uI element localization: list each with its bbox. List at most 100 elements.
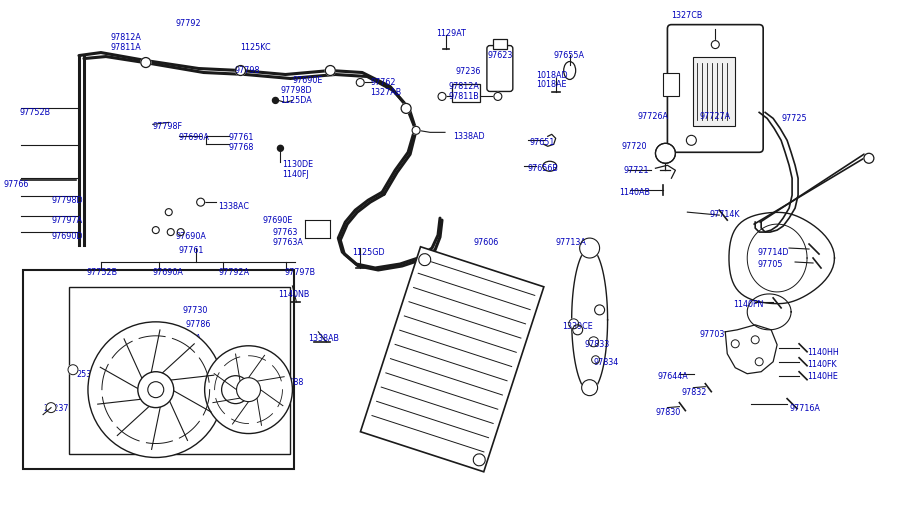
Text: 97768: 97768 [229, 143, 254, 152]
Text: 1129AT: 1129AT [436, 28, 466, 37]
Bar [23, 270, 294, 470]
Text: 97786: 97786 [186, 320, 211, 329]
Circle shape [419, 253, 431, 266]
Circle shape [588, 337, 598, 347]
Circle shape [401, 103, 411, 113]
Circle shape [569, 319, 579, 329]
Text: 97766: 97766 [4, 180, 29, 189]
Text: 97830: 97830 [656, 407, 681, 417]
Circle shape [474, 454, 485, 466]
Text: 1338AC: 1338AC [219, 202, 249, 211]
Circle shape [222, 376, 249, 404]
FancyBboxPatch shape [667, 25, 763, 152]
Text: 97811B: 97811B [448, 92, 479, 102]
Text: 25395: 25395 [152, 412, 179, 421]
Circle shape [205, 346, 292, 434]
Text: 1338AD: 1338AD [453, 132, 484, 141]
Text: 97690A: 97690A [152, 268, 184, 277]
Text: 97832: 97832 [682, 388, 707, 397]
Text: 1125GD: 1125GD [353, 248, 385, 257]
Circle shape [273, 97, 278, 103]
Circle shape [356, 79, 364, 86]
Ellipse shape [563, 62, 576, 80]
Circle shape [152, 227, 160, 233]
Circle shape [581, 379, 597, 396]
Circle shape [68, 365, 78, 375]
Circle shape [167, 229, 174, 236]
Text: 97690A: 97690A [179, 133, 210, 142]
Text: 1327AB: 1327AB [370, 89, 402, 97]
Circle shape [236, 65, 246, 75]
Text: 97656B: 97656B [527, 164, 559, 173]
Text: 1018AE: 1018AE [536, 81, 566, 90]
Text: 97721: 97721 [623, 166, 649, 175]
Text: 1130DE: 1130DE [283, 160, 314, 169]
Circle shape [755, 358, 763, 366]
Text: 97730: 97730 [183, 306, 208, 315]
Circle shape [592, 356, 599, 364]
Text: 97798: 97798 [234, 65, 260, 74]
Circle shape [656, 143, 675, 163]
Text: 1327CB: 1327CB [672, 11, 702, 19]
Text: 97797A: 97797A [51, 216, 83, 225]
Text: 97762: 97762 [370, 79, 396, 87]
Text: 97798D: 97798D [281, 86, 312, 95]
Text: 97812A: 97812A [448, 83, 479, 92]
Circle shape [579, 238, 599, 258]
Text: 1140FN: 1140FN [733, 300, 763, 309]
Text: 1140AB: 1140AB [620, 188, 650, 197]
Text: 1140FJ: 1140FJ [283, 170, 309, 179]
Text: 1140HE: 1140HE [807, 372, 838, 380]
Ellipse shape [543, 161, 557, 171]
Text: 97703: 97703 [700, 330, 725, 339]
Text: 1338AB: 1338AB [309, 334, 339, 343]
Bar [218, 366, 254, 416]
Text: 97716A: 97716A [789, 404, 820, 413]
Circle shape [438, 92, 446, 101]
Circle shape [412, 126, 420, 134]
Text: 97644A: 97644A [658, 372, 688, 380]
Circle shape [711, 41, 719, 48]
Bar [492, 38, 507, 48]
Text: 97811A: 97811A [111, 43, 142, 52]
Circle shape [864, 153, 874, 163]
Text: 97714K: 97714K [710, 210, 740, 219]
Circle shape [572, 325, 583, 335]
Text: 97690A: 97690A [176, 232, 206, 241]
Circle shape [141, 57, 151, 67]
Text: 97752B: 97752B [19, 109, 50, 118]
Text: 97727A: 97727A [700, 112, 730, 121]
Text: 97705: 97705 [757, 260, 783, 269]
FancyBboxPatch shape [487, 45, 513, 92]
Circle shape [88, 322, 223, 457]
Circle shape [751, 336, 759, 344]
Text: 1140NB: 1140NB [278, 290, 309, 299]
Text: 97690D: 97690D [51, 232, 83, 241]
Circle shape [237, 378, 260, 402]
Circle shape [46, 403, 56, 413]
Circle shape [731, 340, 739, 348]
Text: 1125KC: 1125KC [240, 43, 271, 52]
Bar [361, 247, 544, 472]
Text: 97713A: 97713A [556, 238, 587, 247]
Text: 97834: 97834 [594, 358, 619, 367]
Text: 97792: 97792 [176, 18, 201, 27]
Text: 1125DA: 1125DA [281, 96, 312, 105]
Text: 97616B: 97616B [135, 346, 167, 355]
Text: 97690E: 97690E [263, 216, 292, 225]
Text: 97236: 97236 [456, 66, 482, 75]
Text: 97735: 97735 [219, 412, 244, 421]
Circle shape [148, 382, 164, 398]
Circle shape [165, 209, 172, 216]
Text: 1140FK: 1140FK [807, 360, 837, 369]
Text: 97797B: 97797B [284, 268, 316, 277]
Text: 97812A: 97812A [111, 33, 142, 42]
Text: 97761: 97761 [229, 133, 254, 142]
Text: 1339CE: 1339CE [562, 322, 592, 331]
Circle shape [178, 229, 184, 236]
Bar [452, 84, 480, 102]
Bar [693, 56, 736, 126]
Text: 97761: 97761 [179, 246, 205, 255]
Circle shape [196, 198, 205, 206]
Text: 97690E: 97690E [292, 76, 323, 85]
